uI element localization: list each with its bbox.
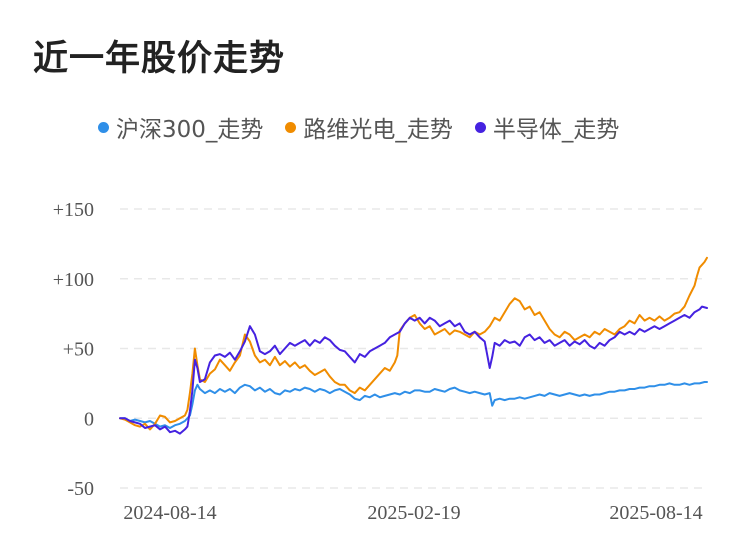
legend-label-semiconductor: 半导体_走势 — [492, 117, 620, 143]
y-tick-label: -50 — [67, 478, 94, 500]
x-tick-label: 2025-08-14 — [609, 502, 702, 524]
series-line-semiconductor — [119, 305, 708, 435]
y-tick-label: +50 — [63, 339, 94, 361]
y-tick-label: 0 — [84, 408, 94, 430]
legend-item-hs300[interactable]: 沪深300_走势 — [98, 110, 263, 144]
legend-dot-luwei — [285, 121, 297, 133]
series-line-hs300 — [119, 381, 708, 429]
legend-label-luwei: 路维光电_走势 — [303, 117, 453, 143]
series-line-luwei — [119, 256, 708, 431]
legend-item-luwei[interactable]: 路维光电_走势 — [285, 110, 453, 144]
x-tick-label: 2025-02-19 — [367, 502, 460, 524]
legend-dot-hs300 — [98, 121, 109, 133]
legend-item-semiconductor[interactable]: 半导体_走势 — [474, 110, 620, 144]
legend-label-hs300: 沪深300_走势 — [116, 117, 264, 143]
chart-legend: 沪深300_走势 路维光电_走势 半导体_走势 — [98, 110, 641, 144]
page-title: 近一年股价走势 — [33, 39, 286, 79]
legend-dot-semiconductor — [474, 121, 486, 133]
y-tick-label: +100 — [53, 269, 94, 291]
x-tick-label: 2024-08-14 — [123, 502, 216, 524]
y-tick-label: +150 — [53, 199, 94, 221]
